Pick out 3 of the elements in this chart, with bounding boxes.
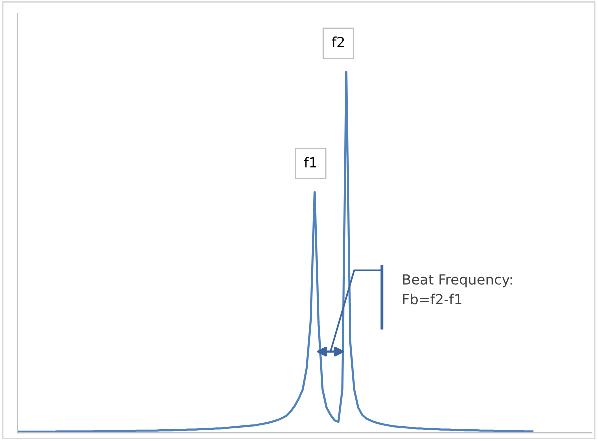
text: f2 xyxy=(332,36,344,48)
annotation: f1 xyxy=(304,157,316,168)
annotation: Beat Frequency: Fb=f2-f1 xyxy=(403,274,512,305)
